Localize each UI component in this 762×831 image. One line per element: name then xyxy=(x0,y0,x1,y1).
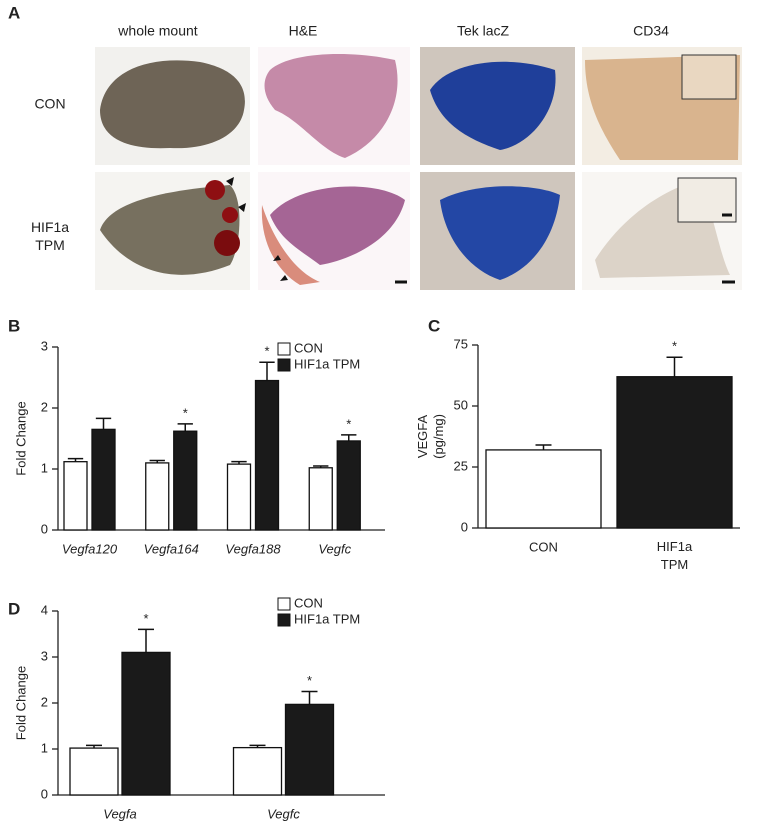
y-axis-label: Fold Change xyxy=(13,401,28,475)
error-bar xyxy=(86,744,102,749)
x-tick-label: Vegfc xyxy=(318,541,351,556)
legend-label: CON xyxy=(294,340,323,355)
y-axis-label: VEGFA(pg/mg) xyxy=(415,414,446,459)
x-tick-label: Vegfa120 xyxy=(62,541,118,556)
bar xyxy=(308,467,333,531)
error-bar xyxy=(149,459,165,463)
legend-label: CON xyxy=(294,595,323,610)
y-tick-label: 0 xyxy=(461,519,468,534)
significance: * xyxy=(183,405,188,420)
bar xyxy=(63,461,88,531)
significance: * xyxy=(143,611,148,626)
significance: * xyxy=(307,673,312,688)
bar xyxy=(616,376,733,529)
y-tick-label: 0 xyxy=(41,786,48,801)
bar xyxy=(173,430,198,531)
panel-label: D xyxy=(8,599,20,618)
bar xyxy=(226,463,252,531)
panel-label: B xyxy=(8,316,20,335)
significance: * xyxy=(264,344,269,359)
error-bar xyxy=(313,465,329,468)
error-bar xyxy=(535,444,552,450)
bar xyxy=(121,651,171,796)
y-tick-label: 4 xyxy=(41,602,48,617)
y-tick-label: 3 xyxy=(41,648,48,663)
bar xyxy=(91,428,116,531)
y-tick-label: 75 xyxy=(454,336,468,351)
error-bar xyxy=(249,744,266,748)
x-tick-label: CON xyxy=(529,539,558,554)
error-bar xyxy=(341,434,357,441)
column-header: CD34 xyxy=(633,23,669,39)
micrographs xyxy=(95,47,742,290)
bar xyxy=(336,440,361,531)
column-header: Tek lacZ xyxy=(457,23,510,39)
bar xyxy=(254,379,280,531)
x-tick-label: Vegfa188 xyxy=(225,541,281,556)
panel-label: C xyxy=(428,316,440,335)
legend-swatch xyxy=(277,342,291,356)
row-label: HIF1a TPM xyxy=(31,219,69,253)
x-tick-label: Vegfa xyxy=(103,806,137,821)
row-label: CON xyxy=(34,96,65,112)
panel-label: A xyxy=(8,3,20,22)
column-header: H&E xyxy=(289,23,318,39)
error-bar xyxy=(666,356,683,377)
y-tick-label: 3 xyxy=(41,338,48,353)
error-bar xyxy=(95,417,112,430)
y-tick-label: 50 xyxy=(454,397,468,412)
y-tick-label: 0 xyxy=(41,521,48,536)
y-tick-label: 1 xyxy=(41,460,48,475)
legend-swatch xyxy=(277,597,291,611)
error-bar xyxy=(177,423,193,432)
bar xyxy=(69,747,119,796)
x-tick-label: HIF1a TPM xyxy=(657,539,693,572)
error-bar xyxy=(259,361,275,381)
y-tick-label: 1 xyxy=(41,740,48,755)
legend-swatch xyxy=(277,358,291,372)
error-bar xyxy=(301,690,318,705)
legend-swatch xyxy=(277,613,291,627)
bar xyxy=(145,462,170,531)
error-bar xyxy=(231,460,247,465)
legend-label: HIF1a TPM xyxy=(294,356,360,371)
bar xyxy=(485,449,602,529)
legend-label: HIF1a TPM xyxy=(294,611,360,626)
x-tick-label: Vegfc xyxy=(267,806,300,821)
error-bar xyxy=(67,457,84,462)
y-axis-label: Fold Change xyxy=(13,666,28,740)
y-tick-label: 25 xyxy=(454,458,468,473)
significance: * xyxy=(346,416,351,431)
y-tick-label: 2 xyxy=(41,399,48,414)
y-tick-label: 2 xyxy=(41,694,48,709)
error-bar xyxy=(138,628,154,653)
x-tick-label: Vegfa164 xyxy=(144,541,199,556)
column-header: whole mount xyxy=(117,23,197,39)
significance: * xyxy=(672,339,677,354)
bar xyxy=(284,703,335,796)
bar xyxy=(232,746,283,796)
